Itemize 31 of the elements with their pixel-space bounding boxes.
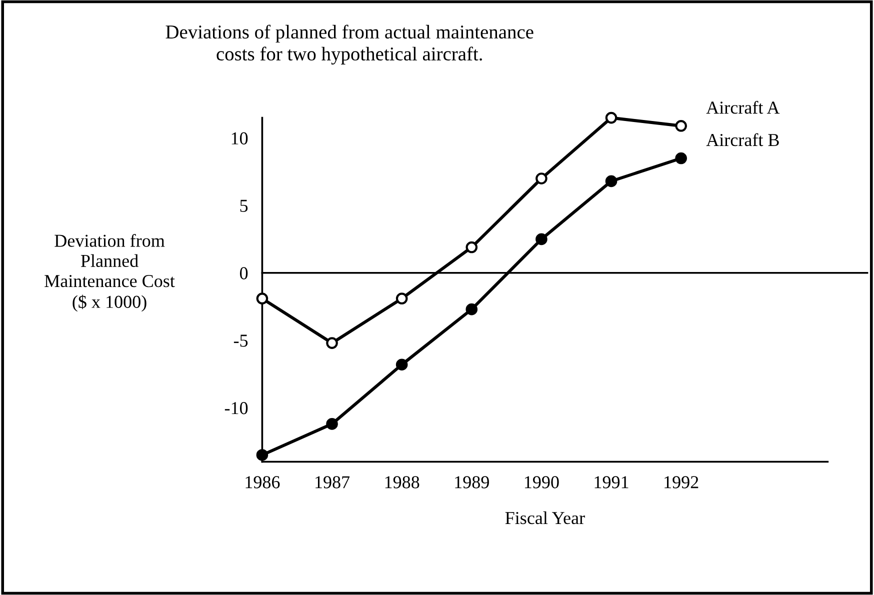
x-axis-title: Fiscal Year bbox=[505, 511, 585, 524]
point bbox=[256, 449, 268, 461]
point bbox=[396, 292, 408, 304]
point bbox=[605, 112, 618, 124]
chart-title: Deviations of planned from actual maintenance costs for two hypothetical aircraft. bbox=[166, 24, 534, 65]
x-tick-label: 1990 bbox=[524, 476, 559, 488]
point bbox=[605, 175, 618, 188]
point bbox=[536, 172, 548, 184]
y-tick-label: 0 bbox=[240, 267, 248, 280]
point bbox=[396, 358, 408, 371]
point bbox=[466, 241, 478, 254]
x-tick-label: 1992 bbox=[664, 476, 698, 488]
y-tick-label: 10 bbox=[232, 132, 248, 144]
point bbox=[326, 418, 338, 430]
series-label: Aircraft A bbox=[706, 100, 780, 114]
series-label: Aircraft B bbox=[706, 133, 779, 146]
point bbox=[326, 337, 338, 349]
y-tick-label: 5 bbox=[240, 200, 248, 212]
y-tick-label: -5 bbox=[234, 334, 248, 347]
x-tick-label: 1991 bbox=[594, 476, 628, 488]
x-tick-label: 1989 bbox=[455, 476, 489, 488]
point bbox=[675, 152, 687, 164]
point bbox=[675, 120, 687, 132]
x-tick-label: 1988 bbox=[385, 476, 420, 488]
x-tick-label: 1987 bbox=[316, 476, 350, 488]
point bbox=[466, 303, 478, 316]
y-tick-label: -10 bbox=[224, 402, 248, 414]
x-tick-label: 1986 bbox=[246, 476, 280, 488]
point bbox=[256, 292, 268, 304]
y-axis-title: Deviation from Planned Maintenance Cost ($ x 1000) bbox=[44, 234, 175, 312]
point bbox=[536, 233, 548, 246]
